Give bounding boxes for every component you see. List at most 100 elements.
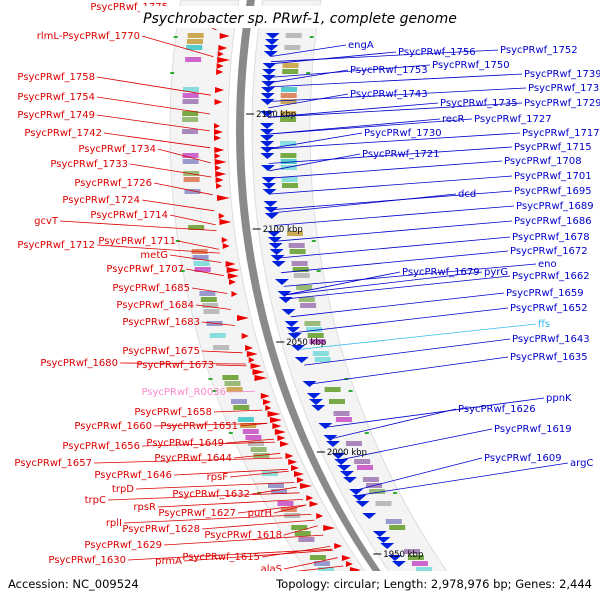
reverse-gene-arrow: [262, 63, 277, 69]
cog-category-block: [248, 441, 264, 446]
cog-category-block: [182, 99, 199, 104]
label-leader-lines: [59, 6, 569, 579]
leader-line: [268, 87, 527, 102]
gc-marker: [393, 492, 398, 494]
reverse-gene-arrow: [260, 99, 275, 105]
leader-line: [273, 504, 307, 514]
reverse-gene-arrow: [337, 465, 352, 471]
forward-gene-arrow: [219, 219, 232, 225]
gene-label-left: PsycPRwf_1683: [122, 317, 200, 328]
gene-label-left: rpsR: [133, 502, 156, 513]
reverse-gene-arrow: [260, 123, 275, 129]
reverse-gene-arrow: [265, 33, 280, 39]
cog-category-block: [202, 303, 219, 308]
gene-label-right: engA: [348, 40, 374, 51]
cog-category-block: [182, 111, 199, 116]
forward-gene-arrow: [216, 69, 224, 75]
forward-gene-arrow: [214, 123, 221, 129]
gene-label-left: trpC: [85, 495, 106, 506]
kbp-label: 1950 kbp: [383, 550, 423, 560]
gc-marker: [173, 36, 178, 38]
leader-line: [269, 69, 349, 84]
forward-gene-arrow: [219, 33, 230, 39]
gene-label-left: PsycPRwf_1754: [17, 92, 95, 103]
reverse-gene-arrow: [334, 459, 349, 465]
forward-gene-arrow: [254, 375, 268, 381]
leader-line: [358, 462, 569, 496]
leader-line: [141, 35, 214, 58]
gc-marker: [212, 390, 217, 392]
reverse-gene-arrow: [274, 279, 289, 285]
forward-gene-arrow: [309, 501, 319, 507]
forward-gene-arrow: [334, 543, 343, 549]
leader-line: [157, 148, 211, 164]
gene-label-right: PsycPRwf_1743: [350, 89, 428, 100]
gc-marker: [170, 72, 175, 74]
leader-line: [341, 428, 493, 460]
forward-gene-arrow: [272, 423, 282, 429]
forward-gene-arrow: [231, 291, 238, 297]
leader-line: [119, 362, 246, 365]
forward-gene-arrow: [267, 411, 281, 417]
reverse-gene-arrow: [261, 75, 276, 81]
cog-category-block: [291, 525, 308, 530]
kbp-label: 2050 kbp: [286, 338, 326, 348]
reverse-gene-arrow: [260, 165, 275, 171]
leader-line: [269, 153, 361, 172]
cog-category-block: [346, 441, 362, 446]
reverse-gene-arrow: [267, 237, 282, 243]
cog-category-block: [222, 375, 239, 380]
reverse-gene-arrow: [262, 183, 277, 189]
reverse-gene-arrow: [355, 501, 370, 507]
gene-label-left: metG: [140, 250, 168, 261]
cog-category-block: [280, 93, 297, 98]
cog-category-block: [294, 531, 311, 536]
leader-line: [153, 182, 213, 196]
forward-gene-arrow: [225, 261, 236, 267]
cog-category-block: [242, 429, 259, 434]
gene-label-left: PsycPRwf_1618: [204, 530, 282, 541]
gene-label-right: PsycPRwf_1635: [510, 352, 588, 363]
leader-line: [268, 132, 521, 150]
leader-line: [96, 76, 211, 96]
gene-label-left: gcvT: [34, 216, 59, 227]
gene-label-right: PsycPRwf_1701: [514, 171, 592, 182]
forward-gene-arrow: [345, 561, 353, 567]
cog-category-block: [292, 267, 309, 272]
gene-label-left: PsycPRwf_1628: [122, 524, 200, 535]
leader-line: [268, 102, 439, 118]
reverse-gene-arrow: [291, 345, 306, 351]
gene-label-left: PsycPRwf_1707: [106, 264, 184, 275]
forward-gene-arrow: [218, 45, 228, 51]
leader-line: [261, 546, 331, 558]
gene-label-right: dcd: [458, 189, 476, 200]
kbp-label: 2100 kbp: [263, 225, 303, 235]
forward-gene-arrow: [269, 417, 282, 423]
cog-category-block: [237, 417, 254, 422]
forward-gene-arrow: [222, 243, 230, 249]
cog-category-block: [193, 261, 210, 266]
leader-line: [275, 220, 513, 242]
leader-line: [268, 93, 349, 109]
reverse-gene-arrow: [271, 261, 286, 267]
gene-label-left: PsycPRwf_1646: [94, 470, 172, 481]
gene-label-left: PsycPRwf_1749: [17, 110, 95, 121]
leader-line: [96, 114, 211, 132]
cog-category-block: [192, 255, 209, 260]
forward-gene-arrow: [215, 87, 225, 93]
reverse-gene-arrow: [294, 357, 309, 363]
cog-category-block: [333, 411, 350, 416]
gc-marker: [228, 432, 233, 434]
gene-label-right: PsycPRwf_1643: [512, 334, 590, 345]
cog-category-block: [309, 555, 326, 560]
reverse-gene-arrow: [260, 129, 275, 135]
cog-category-block: [226, 387, 243, 392]
leader-line: [135, 482, 295, 490]
reverse-gene-arrow: [311, 405, 326, 411]
leader-line: [269, 64, 431, 78]
forward-gene-arrow: [250, 363, 262, 369]
leader-line: [310, 356, 509, 385]
leader-line: [201, 350, 243, 354]
leader-line: [283, 525, 318, 536]
